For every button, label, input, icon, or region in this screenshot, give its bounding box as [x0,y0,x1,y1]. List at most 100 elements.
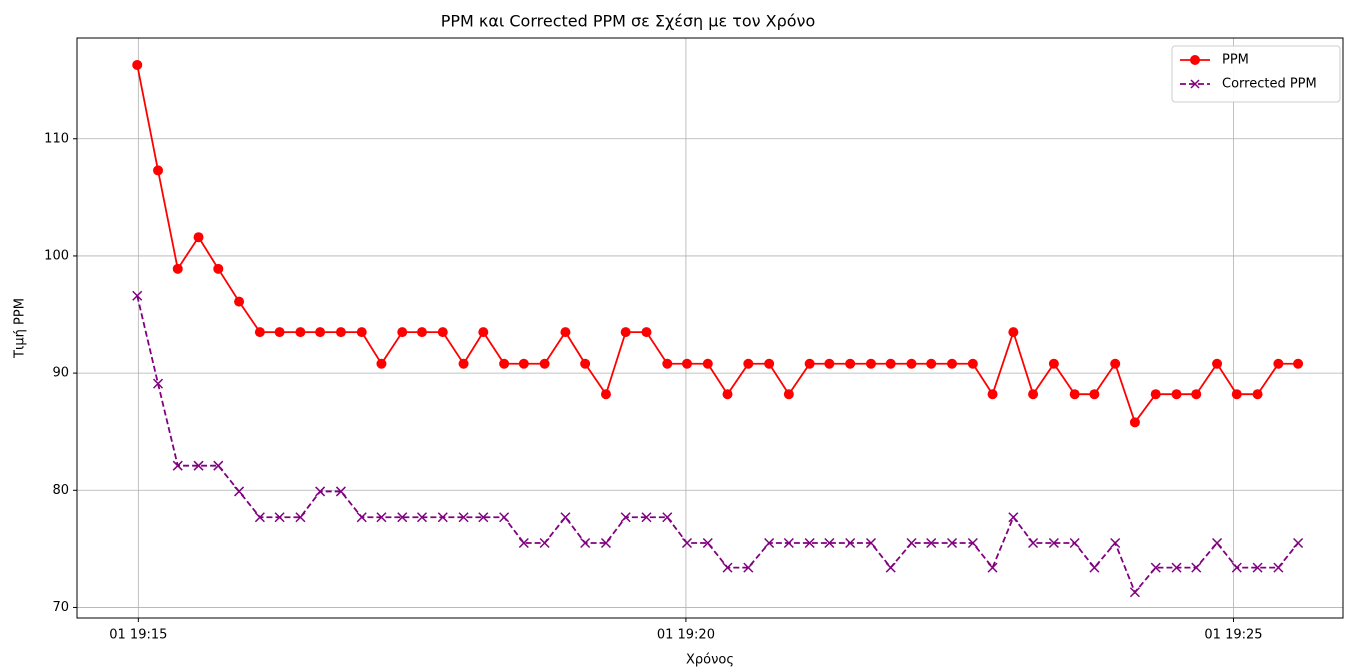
data-point [926,537,937,549]
data-point [213,460,224,471]
data-point [824,537,835,549]
data-point [416,327,427,338]
data-point [682,358,693,369]
x-tick-label: 01 19:15 [109,628,167,643]
y-axis-label: Τιμή PPM [13,298,28,359]
data-point [1150,389,1161,400]
data-point [580,358,591,369]
data-point [967,358,978,369]
data-point [620,327,631,338]
data-point [132,290,143,301]
data-point [234,486,245,497]
data-point [213,263,224,274]
data-point [722,389,733,400]
data-point [1252,562,1263,573]
data-point [172,460,183,471]
data-point [1089,389,1100,400]
data-point [458,512,469,523]
data-point [1171,562,1182,573]
plot-frame [76,37,1344,619]
data-point [274,327,285,338]
data-point [804,358,815,369]
data-point [743,358,754,369]
data-point [376,358,387,369]
data-point [641,512,652,523]
data-point [193,232,204,243]
data-point [1028,389,1039,400]
series-line [136,64,1299,425]
data-point [499,512,510,523]
data-point [560,327,571,338]
data-point [397,327,408,338]
data-point [1293,537,1304,549]
data-point [743,562,754,573]
data-point [1089,562,1100,573]
data-point [172,263,183,274]
data-point [376,512,387,523]
data-point [783,389,794,400]
data-point [295,512,306,523]
data-point [335,327,346,338]
data-point [1069,537,1080,549]
data-point [335,486,346,497]
data-point [356,512,367,523]
series-line [136,295,1299,594]
data-point [1008,327,1019,338]
data-point [1028,537,1039,549]
data-point [1129,587,1140,598]
data-point [437,512,448,523]
data-point [254,512,265,523]
data-point [824,358,835,369]
data-point [539,537,550,549]
data-point [478,327,489,338]
data-point [315,327,326,338]
data-point [397,512,408,523]
data-point [764,358,775,369]
data-point [702,358,713,369]
data-point [1048,537,1059,549]
data-point [499,358,510,369]
data-point [1048,358,1059,369]
y-tick-label: 80 [52,483,69,498]
y-tick-label: 70 [52,600,69,615]
data-point [600,389,611,400]
data-point [560,512,571,523]
data-point [987,562,998,573]
data-point [885,562,896,573]
data-point [620,512,631,523]
legend-box [1171,45,1341,103]
data-point [845,358,856,369]
data-point [1110,537,1121,549]
data-point [1212,358,1223,369]
data-point [518,537,529,549]
data-point [315,486,326,497]
data-point [885,358,896,369]
data-point [681,537,693,549]
data-point [478,512,489,523]
data-point [153,165,164,176]
legend-label: PPM [1222,53,1249,68]
data-point [458,358,469,369]
data-point [193,460,204,471]
y-tick-label: 100 [44,248,69,263]
data-point [641,327,652,338]
data-point [906,537,917,549]
chart-title: PPM και Corrected PPM σε Σχέση με τον Χρ… [441,12,816,31]
data-point [947,358,958,369]
data-point [662,512,673,523]
data-point [906,358,917,369]
data-point [926,358,937,369]
data-point [946,537,958,549]
data-point [662,358,673,369]
data-point [437,327,448,338]
data-point [1129,417,1140,428]
data-point [416,512,428,523]
data-point [1110,358,1121,369]
data-point [1150,562,1161,573]
legend-label: Corrected PPM [1222,77,1317,92]
data-point [1069,389,1080,400]
data-point [518,358,529,369]
data-point [1231,562,1242,573]
data-point [1212,537,1223,549]
data-point [1252,389,1263,400]
